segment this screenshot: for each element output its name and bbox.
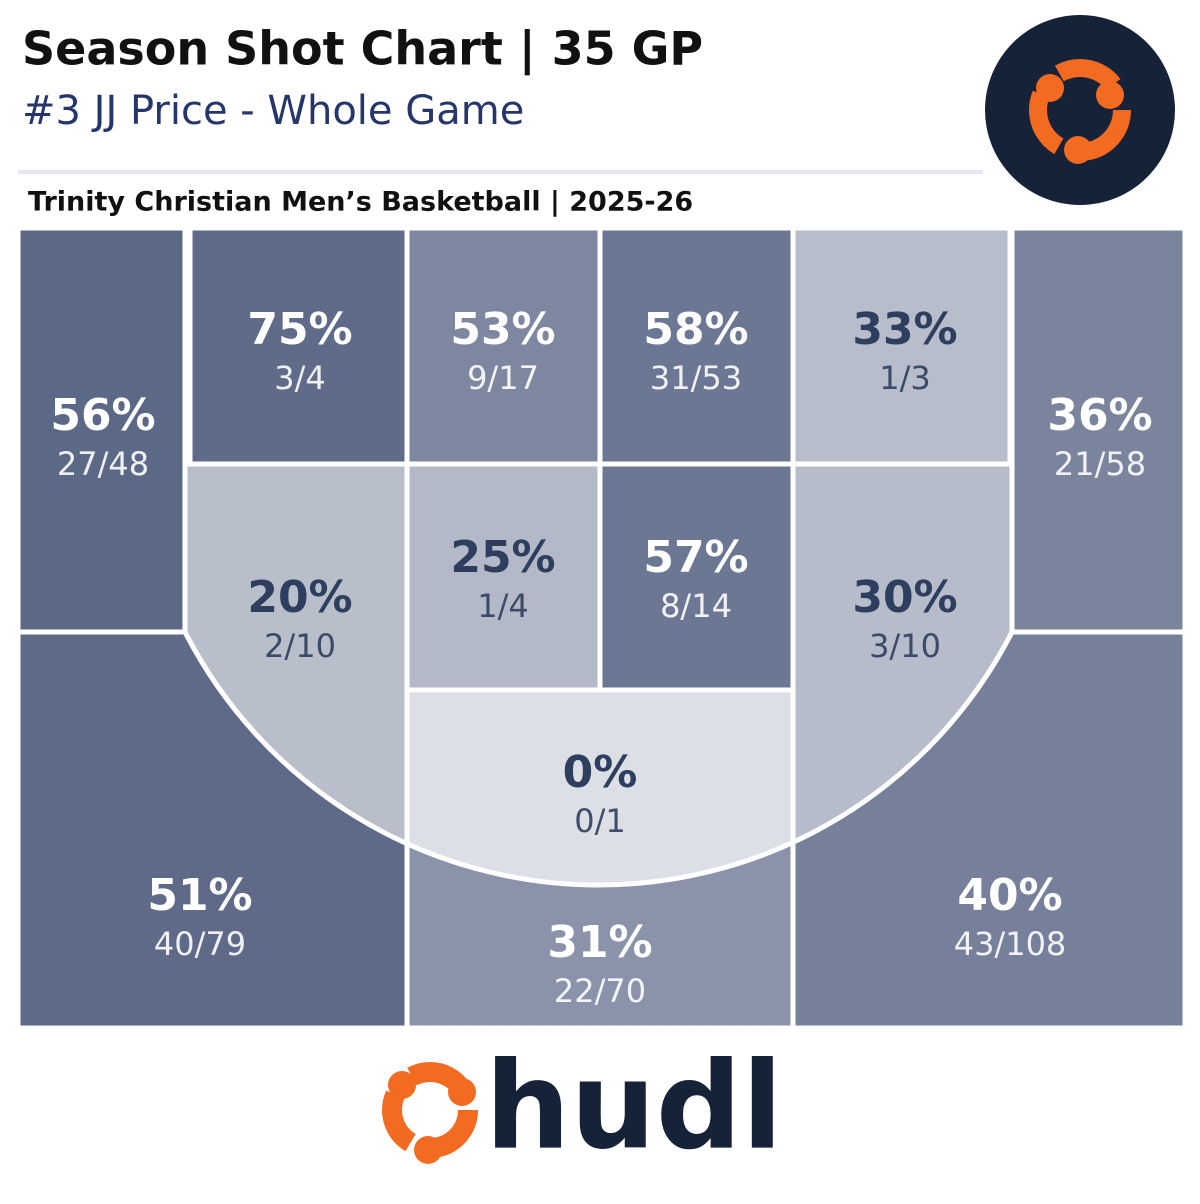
zone-pct: 36% [1047, 390, 1152, 441]
zone-pct: 40% [957, 870, 1062, 921]
title: Season Shot Chart | 35 GP [22, 22, 703, 77]
zone-shots: 3/4 [274, 359, 326, 397]
court [15, 225, 1188, 1031]
divider [18, 170, 983, 174]
zone-pct: 53% [450, 304, 555, 355]
zone-pct: 51% [147, 870, 252, 921]
three-point-arc [182, 630, 1015, 888]
hudl-logo: hudl [382, 1038, 783, 1177]
zone-shots: 22/70 [554, 972, 646, 1010]
zone-pct: 58% [643, 304, 748, 355]
logo-badge [985, 15, 1175, 205]
zone-shots: 9/17 [467, 359, 539, 397]
zone-pct: 0% [563, 747, 638, 798]
zone-shots: 27/48 [57, 445, 149, 483]
zone-shots: 1/3 [879, 359, 931, 397]
zone [404, 225, 603, 467]
zone-pct: 20% [247, 572, 352, 623]
zone-shots: 1/4 [477, 587, 529, 625]
zone-shots: 43/108 [954, 925, 1067, 963]
zone-pct: 75% [247, 304, 352, 355]
zone [404, 461, 603, 693]
zone-shots: 21/58 [1054, 445, 1146, 483]
zone-shots: 0/1 [574, 802, 626, 840]
zone-shots: 31/53 [650, 359, 742, 397]
zone-shots: 2/10 [264, 627, 336, 665]
zone-shots: 40/79 [154, 925, 246, 963]
zone [15, 225, 188, 635]
zone-pct: 25% [450, 532, 555, 583]
zone [404, 687, 796, 886]
team: Trinity Christian Men’s Basketball | 202… [28, 187, 693, 218]
zone-pct: 33% [852, 304, 957, 355]
zone-pct: 57% [643, 532, 748, 583]
subtitle: #3 JJ Price - Whole Game [22, 88, 524, 134]
zone-shots: 8/14 [660, 587, 732, 625]
brand: hudl [485, 1038, 783, 1177]
zone-pct: 30% [852, 572, 957, 623]
zone-pct: 31% [547, 917, 652, 968]
zone-pct: 56% [50, 390, 155, 441]
zone [1009, 225, 1188, 635]
zone-shots: 3/10 [869, 627, 941, 665]
